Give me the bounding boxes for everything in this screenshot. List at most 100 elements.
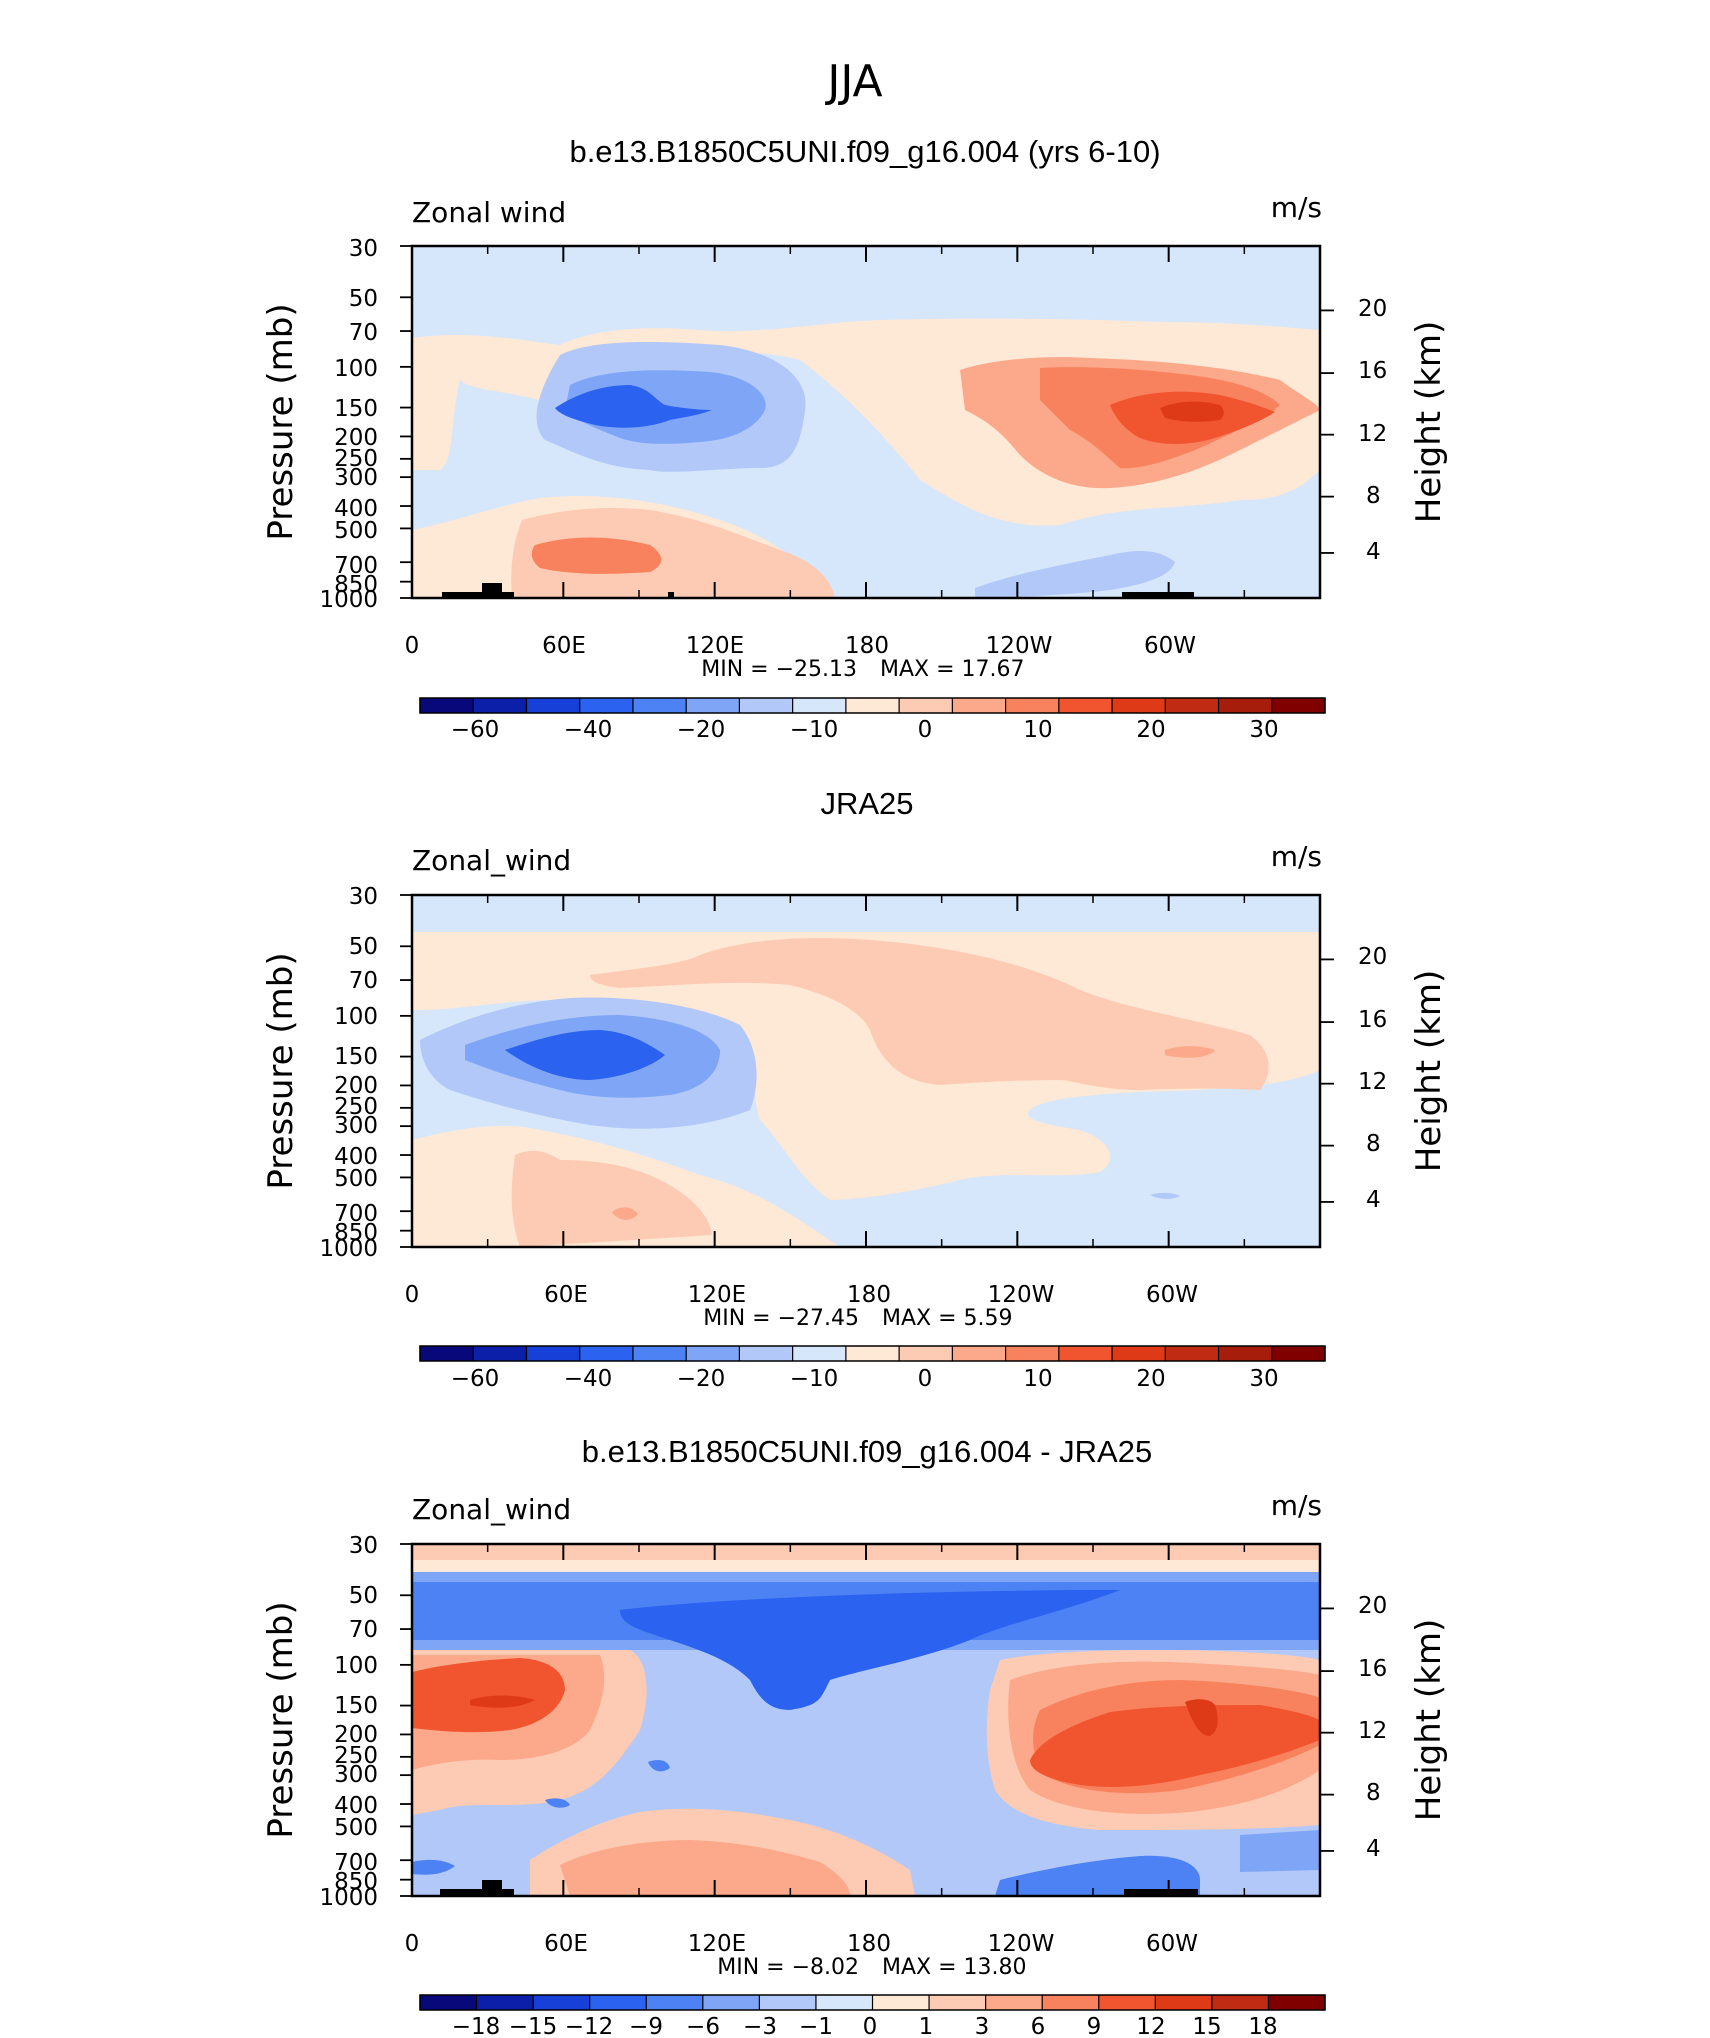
colorbar-box: [952, 698, 1006, 713]
colorbar-box: [1112, 1346, 1166, 1361]
min-value: MIN = −27.45: [703, 1306, 859, 1331]
colorbar-label: 10: [1023, 717, 1052, 743]
colorbar-box: [845, 1346, 900, 1361]
y-axis-right: 20 16 12 8 4: [1358, 1593, 1387, 1862]
colorbar-box: [589, 1995, 647, 2010]
y-tick-label: 100: [334, 356, 378, 382]
colorbar-label: −12: [565, 2014, 614, 2038]
units-label: m/s: [1271, 840, 1322, 873]
contour-lower-east-neg: [995, 1855, 1200, 1896]
colorbar-label: −6: [686, 2014, 720, 2038]
x-tick-label: 120E: [688, 1931, 746, 1957]
contour-negative-core: [620, 1590, 1120, 1710]
contour-field: [412, 1544, 1320, 1896]
y2-tick-label: 20: [1358, 1593, 1387, 1619]
y-axis-right: 20 16 12 8 4: [1358, 944, 1387, 1213]
contour-negative-small: [1150, 1192, 1180, 1199]
colorbar-box: [1271, 1346, 1326, 1361]
y2-tick-label: 12: [1358, 421, 1387, 447]
y-tick-label: 700: [334, 553, 378, 579]
y-axis-left: 30 50 70 100 150 200 250 300 400 500 700…: [319, 1533, 378, 1911]
min-value: MIN = −8.02: [717, 1955, 859, 1980]
y2-tick-label: 16: [1358, 358, 1387, 384]
y-tick-label: 100: [334, 1653, 378, 1679]
colorbar-box: [476, 1995, 534, 2010]
y2-tick-label: 20: [1358, 296, 1387, 322]
colorbar-label: 0: [918, 717, 933, 743]
y-tick-label: 70: [349, 968, 378, 994]
page-title: JJA: [824, 56, 882, 107]
colorbar: [419, 1345, 1326, 1362]
topography: [442, 583, 1194, 599]
y2-tick-label: 8: [1366, 1780, 1381, 1806]
colorbar-label: −9: [629, 2014, 663, 2038]
y-tick-label: 150: [334, 396, 378, 422]
x-tick-label: 60E: [542, 633, 586, 659]
colorbar-box: [1211, 1995, 1269, 2010]
y-tick-label: 500: [334, 1815, 378, 1841]
colorbar-box: [686, 1346, 740, 1361]
contour-negative-lower-east: [975, 550, 1175, 598]
colorbar-label: 1: [919, 2014, 934, 2038]
y-tick-label: 70: [349, 320, 378, 346]
colorbar-label: −3: [743, 2014, 777, 2038]
colorbar-box: [632, 1346, 687, 1361]
colorbar-label: −60: [451, 1366, 500, 1392]
colorbar-box: [899, 698, 953, 713]
colorbar-box: [1165, 698, 1219, 713]
contour-negative-3: [505, 1030, 665, 1080]
colorbar-frame: [419, 697, 1326, 714]
colorbar-box: [1268, 1995, 1326, 2010]
colorbar-frame: [419, 1345, 1326, 1362]
colorbar-box: [1098, 1995, 1156, 2010]
x-tick-label: 0: [405, 1931, 420, 1957]
y2-tick-label: 4: [1366, 1836, 1381, 1862]
units-label: m/s: [1271, 1489, 1322, 1522]
colorbar-label: 12: [1136, 2014, 1165, 2038]
colorbar-label: −15: [509, 2014, 558, 2038]
colorbar-label: −10: [790, 717, 839, 743]
x-tick-label: 60W: [1144, 633, 1196, 659]
colorbar-box: [702, 1995, 760, 2010]
units-label: m/s: [1271, 191, 1322, 224]
y-axis-left: 30 50 70 100 150 200 250 300 400 500 700…: [319, 236, 378, 613]
contour-neg-small-1: [648, 1760, 670, 1772]
max-value: MAX = 13.80: [882, 1955, 1027, 1980]
x-axis: 0 60E 120E 180 120W 60W: [405, 1931, 1198, 1957]
colorbar-box: [1005, 1346, 1060, 1361]
x-tick-label: 120W: [988, 1282, 1055, 1308]
y2-tick-label: 16: [1358, 1007, 1387, 1033]
y-tick-label: 1000: [319, 587, 378, 613]
colorbar-label: 30: [1249, 1366, 1278, 1392]
y-tick-label: 250: [334, 446, 378, 472]
colorbar-box: [1112, 698, 1166, 713]
x-tick-label: 60W: [1146, 1931, 1198, 1957]
contour-west-positive-3: [412, 1658, 565, 1733]
colorbar-label: 0: [863, 2014, 878, 2038]
contour-positive-lower-3: [531, 537, 662, 574]
colorbar-box: [1165, 1346, 1219, 1361]
x-tick-label: 120W: [988, 1931, 1055, 1957]
colorbar-box: [686, 698, 740, 713]
colorbar-label: −20: [677, 717, 726, 743]
colorbar-box: [1155, 1995, 1213, 2010]
panel-title: b.e13.B1850C5UNI.f09_g16.004 (yrs 6-10): [569, 134, 1160, 169]
contour-positive-2-dot: [1165, 1046, 1215, 1058]
y2-tick-label: 12: [1358, 1718, 1387, 1744]
contour-positive-lower-2: [511, 1150, 712, 1247]
topography: [440, 1880, 1198, 1896]
max-value: MAX = 5.59: [882, 1306, 1013, 1331]
colorbar-box: [420, 1346, 474, 1361]
colorbar-label: 30: [1249, 717, 1278, 743]
y-axis-label-left: Pressure (mb): [261, 303, 301, 540]
y-tick-label: 200: [334, 1073, 378, 1099]
colorbar-box: [792, 1346, 847, 1361]
colorbar-box: [929, 1995, 987, 2010]
colorbar-box: [845, 698, 900, 713]
contour-lower-west-neg: [412, 1859, 455, 1875]
y-axis-label-right: Height (km): [1409, 970, 1449, 1173]
y-tick-label: 50: [349, 286, 378, 312]
y-tick-label: 250: [334, 1094, 378, 1120]
colorbar-label: −20: [677, 1366, 726, 1392]
